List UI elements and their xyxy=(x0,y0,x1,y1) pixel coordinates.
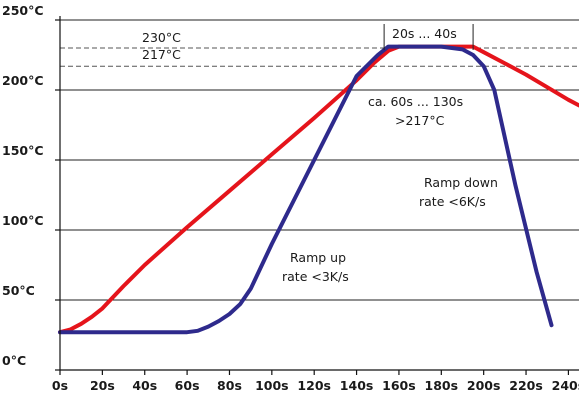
x-tick-label-160: 160s xyxy=(382,378,416,393)
x-tick-label-240: 240s xyxy=(552,378,579,393)
reference-lines xyxy=(60,47,579,67)
ramp-up-label-line2: rate <3K/s xyxy=(282,269,349,284)
ramp-down-label-line1: Ramp down xyxy=(424,175,498,190)
x-tick-label-0: 0s xyxy=(52,378,68,393)
y-tick-label-250: 250°C xyxy=(2,3,44,18)
x-tick-label-200: 200s xyxy=(467,378,501,393)
series-line-1 xyxy=(58,44,579,335)
x-tick-label-40: 40s xyxy=(132,378,157,393)
window-label: 20s ... 40s xyxy=(392,26,457,41)
ref-line-label-217: 217°C xyxy=(142,47,181,62)
y-tick-label-0: 0°C xyxy=(2,353,26,368)
y-tick-label-150: 150°C xyxy=(2,143,44,158)
x-tick-label-140: 140s xyxy=(340,378,374,393)
series-layer xyxy=(58,44,579,335)
tick-labels: 0°C 50°C 100°C 150°C 200°C 250°C 0s 20s 40s 60s 80… xyxy=(2,3,579,393)
x-tick-label-220: 220s xyxy=(509,378,543,393)
x-tick-label-20: 20s xyxy=(90,378,115,393)
time-above-label-line1: ca. 60s ... 130s xyxy=(368,94,463,109)
window-bracket xyxy=(383,24,474,50)
ref-line-label-230: 230°C xyxy=(142,30,181,45)
ramp-up-label-line1: Ramp up xyxy=(290,250,346,265)
axis-layer xyxy=(55,16,579,375)
time-above-label-line2: >217°C xyxy=(395,113,445,128)
ramp-down-label-line2: rate <6K/s xyxy=(419,194,486,209)
x-tick-label-180: 180s xyxy=(425,378,459,393)
y-tick-label-100: 100°C xyxy=(2,213,44,228)
x-tick-label-100: 100s xyxy=(255,378,289,393)
y-tick-label-200: 200°C xyxy=(2,73,44,88)
series-line-2 xyxy=(58,44,554,335)
x-tick-label-120: 120s xyxy=(297,378,331,393)
x-tick-label-80: 80s xyxy=(217,378,242,393)
x-tick-label-60: 60s xyxy=(175,378,200,393)
y-tick-label-50: 50°C xyxy=(2,283,35,298)
